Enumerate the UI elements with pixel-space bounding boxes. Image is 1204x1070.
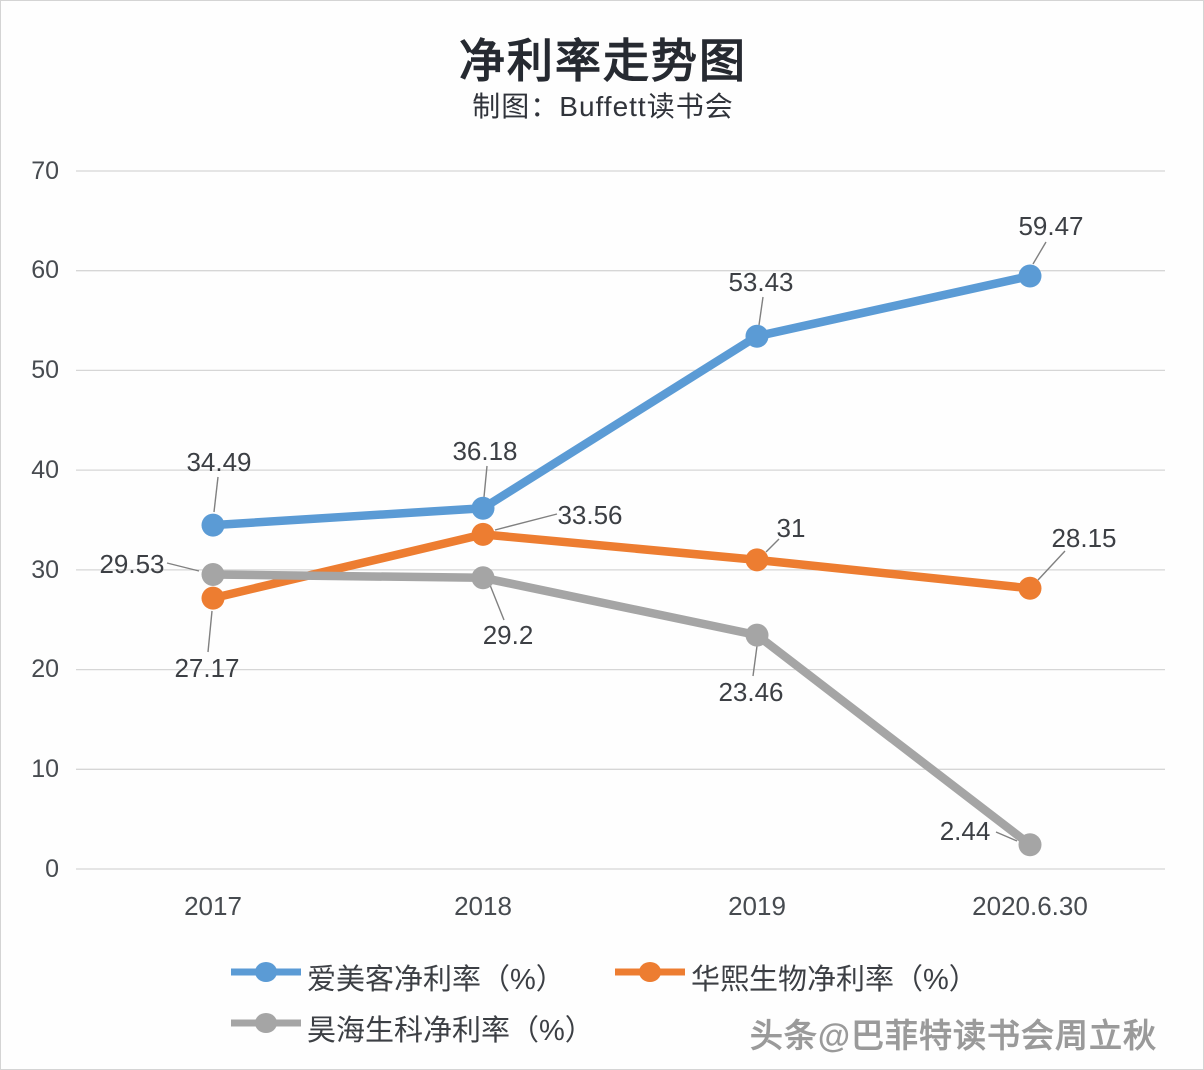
data-label-huaxi-2020: 28.15 [1051, 523, 1117, 553]
data-label-haohai-2020: 2.44 [939, 816, 991, 846]
data-label-aimeike-2020: 59.47 [1018, 211, 1084, 241]
data-label-huaxi-2018: 33.56 [557, 500, 623, 530]
data-label-aimeike-2017: 34.49 [186, 447, 252, 477]
y-tick-50: 50 [31, 356, 59, 384]
x-tick-2019: 2019 [728, 891, 786, 921]
legend-marker-huaxi-icon [615, 962, 685, 982]
y-tick-0: 0 [45, 855, 59, 883]
y-tick-40: 40 [31, 456, 59, 484]
x-tick-2017: 2017 [184, 891, 242, 921]
data-label-haohai-2019: 23.46 [718, 677, 784, 707]
y-tick-60: 60 [31, 256, 59, 284]
x-tick-2020-6-30: 2020.6.30 [972, 891, 1088, 921]
data-label-huaxi-2017: 27.17 [174, 653, 240, 683]
watermark-text: 头条@巴菲特读书会周立秋 [749, 1017, 1157, 1054]
data-label-aimeike-2018: 36.18 [452, 436, 518, 466]
chart-subtitle: 制图：Buffett读书会 [472, 91, 734, 122]
data-label-haohai-2018: 29.2 [482, 620, 534, 650]
legend-label-aimeike: 爱美客净利率（%） [307, 964, 565, 996]
legend-label-huaxi: 华熙生物净利率（%） [691, 964, 978, 996]
legend-marker-haohai-icon [231, 1013, 301, 1033]
data-label-haohai-2017: 29.53 [99, 549, 165, 579]
y-tick-10: 10 [31, 755, 59, 783]
y-tick-70: 70 [31, 157, 59, 185]
chart-title: 净利率走势图 [459, 36, 747, 87]
legend-marker-aimeike-icon [231, 962, 301, 982]
y-tick-30: 30 [31, 556, 59, 584]
data-label-aimeike-2019: 53.43 [728, 267, 794, 297]
legend-label-haohai: 昊海生科净利率（%） [307, 1015, 594, 1047]
y-tick-20: 20 [31, 655, 59, 683]
x-tick-2018: 2018 [454, 891, 512, 921]
data-label-huaxi-2019: 31 [776, 513, 806, 543]
